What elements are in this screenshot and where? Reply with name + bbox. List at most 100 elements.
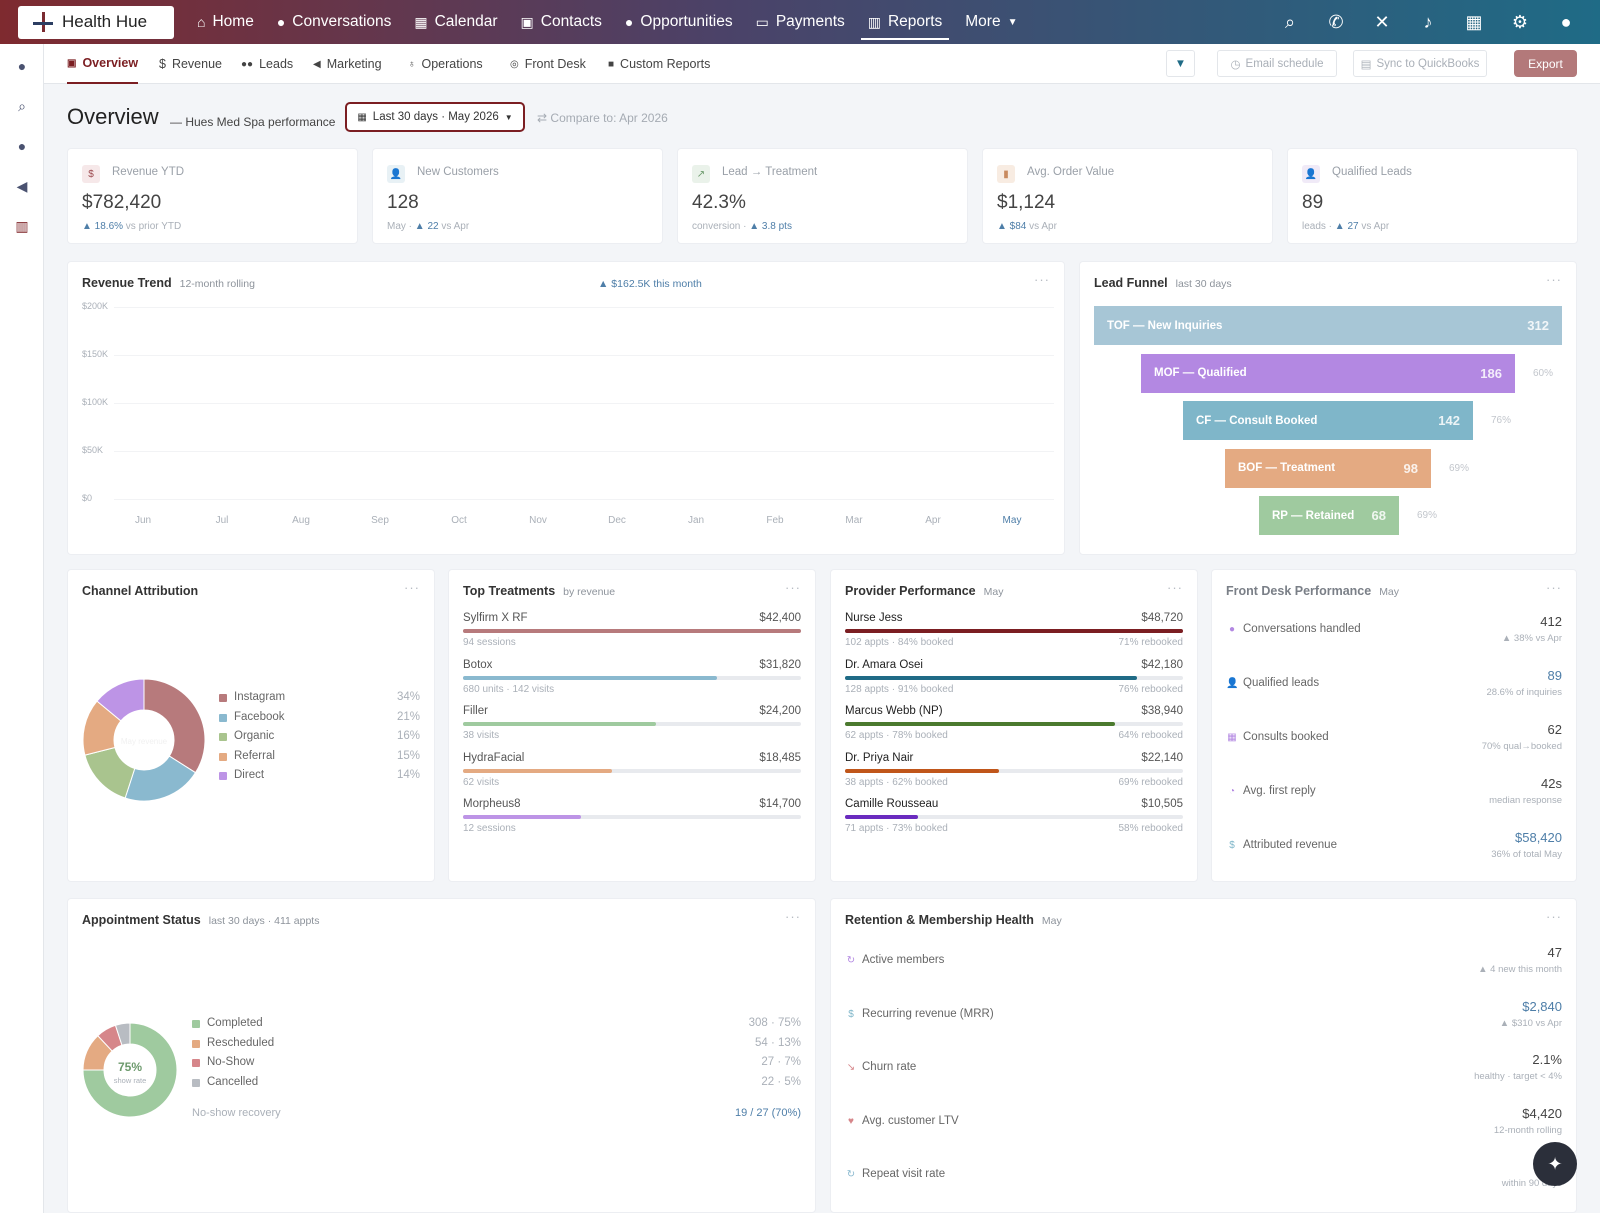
legend-value: 16% <box>396 730 420 742</box>
nav-more[interactable]: More ▼ <box>965 0 1017 44</box>
tab-leads[interactable]: ●● Leads <box>241 44 293 84</box>
sync-quickbooks-button[interactable]: ▤ Sync to QuickBooks <box>1353 50 1487 77</box>
chat-icon[interactable]: ● <box>17 58 27 74</box>
tab-front-desk[interactable]: ◎ Front Desk <box>510 44 586 84</box>
kpi-card[interactable]: 👤 New Customers 128 May · ▲ 22 vs Apr <box>372 148 663 244</box>
retention-metric-sub: within 90 days <box>1501 1178 1562 1189</box>
date-range-picker[interactable]: ▦ Last 30 days · May 2026 ▼ <box>345 102 525 132</box>
retention-metric-label: Recurring revenue (MRR) <box>862 1007 994 1020</box>
nav-opportunities[interactable]: ● Opportunities <box>625 0 733 44</box>
retention-metric-sub: ▲ $310 vs Apr <box>1499 1017 1562 1029</box>
no-show-recovery-label: No-show recovery <box>192 1107 281 1119</box>
retention-title-text: Retention & Membership Health <box>845 913 1034 927</box>
shuffle-icon[interactable]: ✕ <box>1374 11 1390 32</box>
retention-metric-value: 47 <box>1547 945 1562 960</box>
search-icon[interactable]: ⌕ <box>18 98 26 114</box>
nav-calendar[interactable]: ▦ Calendar <box>414 0 497 44</box>
donut-slice[interactable] <box>143 678 206 774</box>
nav-home[interactable]: ⌂ Home <box>197 0 254 44</box>
funnel-stage-bar[interactable]: TOF — New Inquiries 312 <box>1094 306 1562 345</box>
more-options-icon[interactable]: ··· <box>1167 580 1183 595</box>
treatment-name: Filler <box>463 705 488 717</box>
user-icon[interactable]: ● <box>1560 11 1572 32</box>
brand-name: Health Hue <box>62 12 148 31</box>
donut-slice[interactable] <box>114 1022 131 1046</box>
provider-bar-fill <box>845 815 918 819</box>
kpi-subtext: leads · ▲ 27 vs Apr <box>1302 221 1389 232</box>
bell-icon[interactable]: ♪ <box>1423 11 1433 32</box>
nav-reports[interactable]: ▥ Reports <box>860 0 949 44</box>
provider-revenue: $22,140 <box>1141 751 1183 764</box>
provider-sub: 38 appts · 62% booked <box>845 776 948 788</box>
y-tick-label: $50K <box>82 445 104 455</box>
retention-card: Retention & Membership Health May ··· ↻ Ac… <box>830 898 1577 1213</box>
chat-icon: ● <box>276 14 286 30</box>
more-options-icon[interactable]: ··· <box>785 909 801 924</box>
tab-custom-reports[interactable]: ■ Custom Reports <box>608 44 710 84</box>
megaphone-icon[interactable]: ◀ <box>16 178 28 194</box>
more-options-icon[interactable]: ··· <box>1546 580 1562 595</box>
kpi-sub-suffix: vs prior YTD <box>123 221 182 232</box>
nav-contacts[interactable]: ▣ Contacts <box>521 0 602 44</box>
tab-overview[interactable]: ▣ Overview <box>67 44 139 84</box>
tab-operations[interactable]: ♁ Operations <box>408 44 483 84</box>
more-options-icon[interactable]: ··· <box>1034 272 1050 287</box>
retention-metric-sub: ▲ 4 new this month <box>1478 964 1562 975</box>
funnel-stage-bar[interactable]: BOF — Treatment 98 <box>1225 448 1431 488</box>
tab-marketing[interactable]: ◀ Marketing <box>313 44 382 84</box>
gear-icon[interactable]: ⚙ <box>1511 11 1529 32</box>
revenue-trend-card: Revenue Trend 12-month rolling ▲ $162.5K … <box>67 261 1065 555</box>
kpi-card[interactable]: ▮ Avg. Order Value $1,124 ▲ $84 vs Apr <box>982 148 1273 244</box>
nav-conversations[interactable]: ● Conversations <box>277 0 392 44</box>
email-schedule-button[interactable]: ◷ Email schedule <box>1217 50 1337 77</box>
more-options-icon[interactable]: ··· <box>785 580 801 595</box>
retention-metric-value: $2,840 <box>1522 998 1562 1014</box>
filter-button[interactable]: ▼ <box>1166 50 1195 77</box>
magic-wand-button[interactable]: ✦ <box>1533 1142 1577 1186</box>
nav-payments[interactable]: ▭ Payments <box>756 0 845 44</box>
calendar-icon[interactable]: ▦ <box>1465 11 1483 32</box>
user-icon[interactable]: ● <box>17 138 27 154</box>
export-button[interactable]: Export <box>1514 50 1577 77</box>
tab-operations-label: Operations <box>421 57 483 71</box>
users-icon: ●● <box>241 58 254 70</box>
appointment-center-value: 75% <box>117 1060 143 1074</box>
treatment-revenue: $42,400 <box>759 612 801 624</box>
chart-icon[interactable]: ▥ <box>15 218 29 234</box>
more-options-icon[interactable]: ··· <box>1546 909 1562 924</box>
retention-metric-label: Churn rate <box>862 1061 917 1073</box>
tab-revenue[interactable]: $ Revenue <box>159 44 222 84</box>
legend-swatch <box>219 772 227 780</box>
more-options-icon[interactable]: ··· <box>1546 272 1562 287</box>
donut-slice[interactable] <box>96 678 145 722</box>
kpi-card[interactable]: $ Revenue YTD $782,420 ▲ 18.6% vs prior YTD <box>67 148 358 244</box>
kpi-icon: ↗ <box>692 165 710 183</box>
top-treatments-title-text: Top Treatments <box>463 584 556 598</box>
funnel-stage-value: 186 <box>1480 365 1502 381</box>
donut-slice[interactable] <box>84 746 136 799</box>
kpi-card[interactable]: ↗ Lead → Treatment 42.3% conversion · ▲ 3.8… <box>677 148 968 244</box>
kpi-sub-prefix: conversion · <box>692 221 750 232</box>
provider-sub: 62 appts · 78% booked <box>845 730 948 741</box>
brand-logo[interactable]: Health Hue <box>18 5 174 39</box>
provider-bar-track <box>845 722 1183 726</box>
compare-toggle[interactable]: ⇄ Compare to: Apr 2026 <box>537 111 668 125</box>
x-tick-label: Oct <box>451 515 467 526</box>
treatment-bar-fill <box>463 722 656 726</box>
kpi-card[interactable]: 👤 Qualified Leads 89 leads · ▲ 27 vs Apr <box>1287 148 1578 244</box>
funnel-stage-bar[interactable]: RP — Retained 68 <box>1259 496 1399 535</box>
funnel-stage-bar[interactable]: CF — Consult Booked 142 <box>1183 401 1473 440</box>
x-tick-label: Jun <box>134 515 152 526</box>
legend-value: 27 · 7% <box>761 1056 801 1068</box>
funnel-stage-bar[interactable]: MOF — Qualified 186 <box>1141 353 1515 393</box>
phone-icon[interactable]: ✆ <box>1328 11 1344 32</box>
legend-swatch <box>192 1020 200 1028</box>
retention-metric-icon: ↻ <box>846 955 856 966</box>
treatment-revenue: $14,700 <box>759 798 801 810</box>
search-icon[interactable]: ⌕ <box>1284 11 1296 32</box>
more-options-icon[interactable]: ··· <box>404 580 420 595</box>
provider-performance-title-text: Provider Performance <box>845 584 976 598</box>
retention-metric-sub: healthy · target < 4% <box>1474 1071 1562 1082</box>
donut-slice[interactable] <box>82 1022 178 1118</box>
kpi-label: Lead → Treatment <box>722 166 818 178</box>
